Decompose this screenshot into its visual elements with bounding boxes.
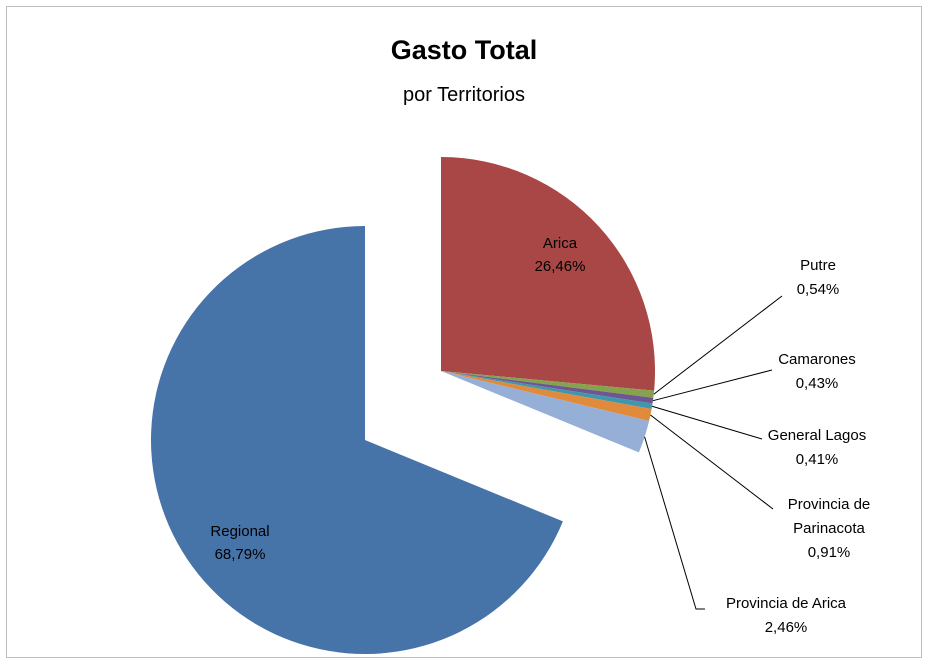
leader-lines <box>644 295 783 610</box>
slice-regional <box>150 226 563 654</box>
slice-putre <box>441 371 655 398</box>
slice-provincia-de-arica <box>441 371 650 453</box>
slice-provincia-de-parinacota <box>441 371 652 421</box>
label-arica: Arica 26,46% <box>535 235 586 275</box>
leader-line-putre <box>653 295 783 395</box>
label-provincia-de-parinacota: Provincia de Parinacota 0,91% <box>788 496 871 561</box>
label-putre: Putre 0,54% <box>797 257 840 298</box>
leader-line-provincia-de-parinacota <box>650 414 774 510</box>
chart-title: Gasto Total <box>390 35 538 65</box>
label-provincia-de-arica: Provincia de Arica 2,46% <box>726 595 847 636</box>
slice-general-lagos <box>441 371 653 409</box>
slice-arica <box>441 157 656 391</box>
label-camarones: Camarones 0,43% <box>778 351 856 392</box>
chart-subtitle: por Territorios <box>403 84 525 106</box>
leader-line-camarones <box>652 369 773 402</box>
leader-line-provincia-de-arica <box>644 436 705 610</box>
label-regional: Regional 68,79% <box>210 523 269 563</box>
label-general-lagos: General Lagos 0,41% <box>768 427 866 468</box>
slices-layer <box>150 157 656 654</box>
leader-line-general-lagos <box>651 405 763 440</box>
slice-camarones <box>441 371 654 404</box>
slice-labels: Arica 26,46% Regional 68,79% Putre 0,54% Camar… <box>210 235 870 636</box>
